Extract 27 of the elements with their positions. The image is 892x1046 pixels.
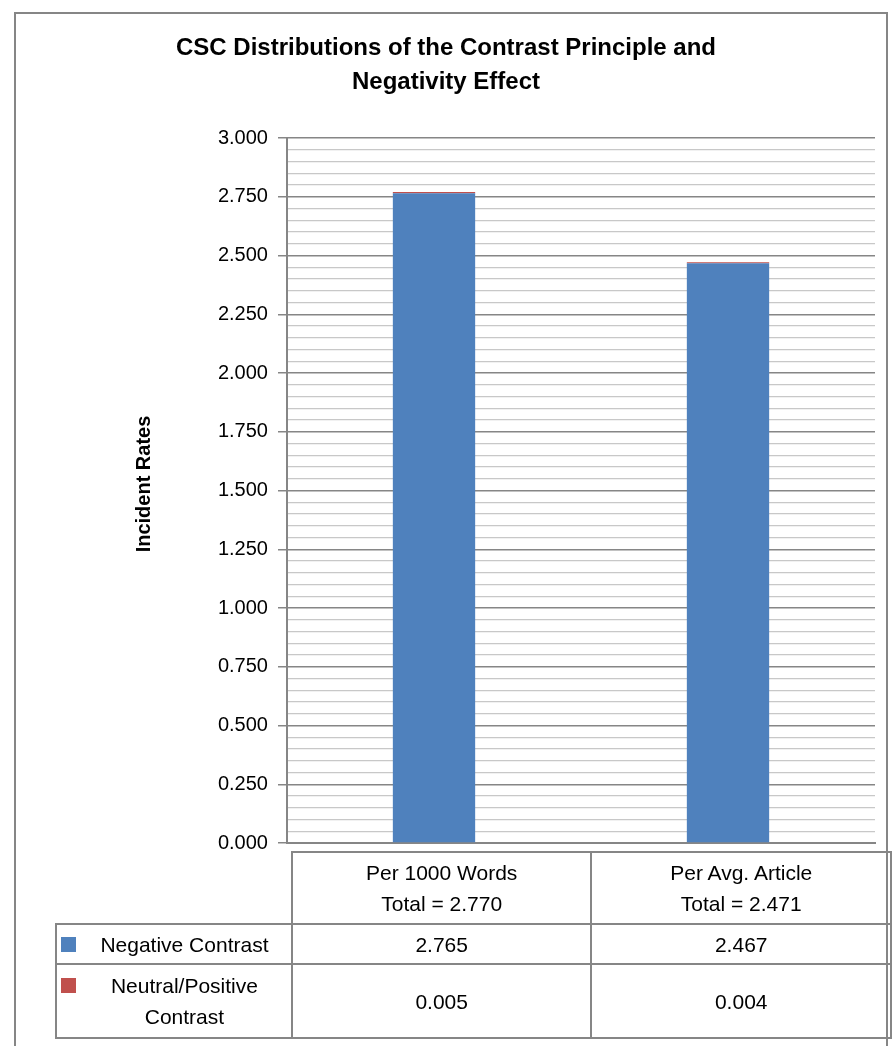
data-label: 0.004 xyxy=(591,964,891,1038)
y-tick-label: 1.000 xyxy=(217,595,268,618)
y-tick-label: 1.750 xyxy=(217,419,268,442)
y-tick-label: 2.500 xyxy=(217,243,268,266)
data-label: 0.005 xyxy=(291,964,592,1038)
y-axis-title: Incident Rates xyxy=(131,415,155,553)
y-tick-label: 3.000 xyxy=(217,125,268,148)
bar xyxy=(392,193,476,843)
y-tick-label: 2.000 xyxy=(217,360,268,383)
x-tick-label: Per Avg. Article xyxy=(669,860,814,886)
y-tick-label: 2.250 xyxy=(217,301,268,324)
y-tick-label: 2.750 xyxy=(217,184,268,207)
data-label: 2.765 xyxy=(291,924,592,964)
chart-title: CSC Distributions of the Contrast Principle and Negativity Effect xyxy=(174,32,717,96)
total-label: Total = 2.471 xyxy=(679,891,803,917)
data-label: 2.467 xyxy=(591,924,891,964)
y-tick-label: 0.000 xyxy=(217,830,268,853)
legend-label: Neutral/Positive Contrast xyxy=(109,973,259,1030)
bar xyxy=(686,263,770,843)
y-tick-label: 0.750 xyxy=(217,654,268,677)
y-tick-label: 1.500 xyxy=(217,478,268,501)
legend-label: Negative Contrast xyxy=(99,931,270,958)
x-tick-label: Per 1000 Words xyxy=(364,860,519,886)
y-tick-label: 0.500 xyxy=(217,713,268,736)
y-tick-label: 1.250 xyxy=(217,536,268,559)
y-tick-label: 0.250 xyxy=(217,771,268,794)
total-label: Total = 2.770 xyxy=(380,891,504,917)
